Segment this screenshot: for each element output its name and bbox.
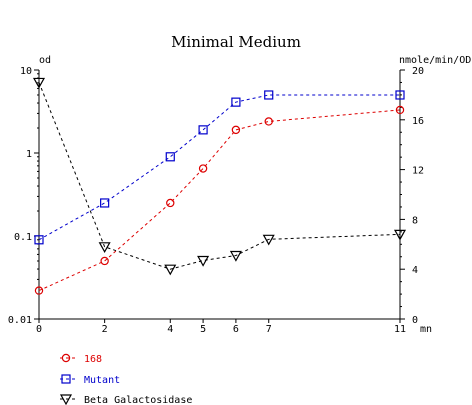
series-2	[34, 90, 405, 245]
chart-title: Minimal Medium	[171, 33, 301, 51]
data-point	[197, 255, 210, 267]
right-tick-label: 16	[412, 116, 424, 127]
legend-label: Beta Galactosidase	[84, 395, 192, 405]
x-tick-label: 7	[266, 324, 272, 335]
legend-item: 168	[60, 353, 102, 365]
legend-marker	[59, 394, 73, 405]
left-tick-label: 1	[26, 149, 32, 160]
x-tick-label: 5	[200, 324, 206, 335]
data-point	[395, 105, 405, 115]
data-point	[231, 125, 241, 135]
left-tick-label: 0.01	[8, 315, 32, 326]
data-point	[34, 286, 44, 295]
right-axis-label: nmole/min/OD	[399, 55, 471, 66]
x-tick-label: 0	[36, 324, 42, 335]
data-point	[165, 152, 175, 162]
data-point	[264, 90, 274, 100]
legend-item: Mutant	[60, 374, 120, 386]
legend-label: 168	[84, 354, 102, 365]
left-tick-label: 0.1	[14, 232, 32, 243]
data-point	[264, 117, 273, 126]
right-tick-label: 0	[412, 315, 418, 326]
legend-label: Mutant	[84, 375, 120, 386]
axes: 0 2 4 5 6 7 11 10 1 0.1 0.01 0 4 8 12 16 20	[8, 66, 424, 335]
legend-marker	[61, 374, 71, 384]
data-point	[166, 198, 175, 208]
right-tick-label: 4	[412, 265, 418, 276]
data-point	[164, 264, 177, 276]
x-tick-label: 11	[394, 324, 406, 335]
data-point	[393, 229, 407, 241]
x-axis-unit: mn	[420, 324, 432, 335]
data-point	[100, 198, 110, 208]
data-point	[34, 235, 44, 245]
data-point	[98, 242, 111, 254]
series-line	[38, 82, 401, 270]
data-point	[229, 250, 242, 262]
x-tick-label: 4	[167, 324, 173, 335]
right-tick-label: 8	[412, 215, 418, 226]
left-axis-label: od	[39, 55, 51, 66]
right-tick-label: 12	[412, 166, 424, 177]
series-1	[34, 105, 405, 295]
data-point	[32, 77, 46, 89]
data-point	[100, 256, 109, 266]
left-tick-label: 10	[20, 66, 32, 77]
series-line	[38, 109, 401, 292]
x-tick-label: 6	[233, 324, 239, 335]
data-point	[262, 234, 275, 246]
legend-marker	[61, 353, 71, 363]
right-tick-label: 20	[412, 66, 424, 77]
series-3	[32, 77, 407, 276]
data-point	[198, 164, 208, 173]
data-point	[231, 97, 241, 107]
x-tick-label: 2	[102, 324, 108, 335]
data-point	[395, 90, 405, 100]
series-layer	[32, 77, 407, 295]
legend: 168 Mutant Beta Galactosidase	[59, 353, 192, 405]
legend-item: Beta Galactosidase	[59, 394, 192, 405]
data-point	[198, 125, 208, 135]
